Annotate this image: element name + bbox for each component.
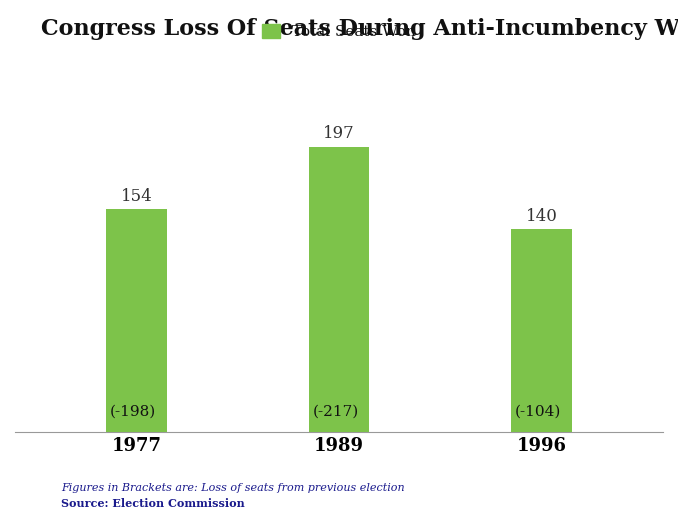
Text: 197: 197 — [323, 125, 355, 143]
Text: Congress Loss Of Seats During Anti-Incumbency Waves: Congress Loss Of Seats During Anti-Incum… — [41, 18, 678, 40]
Bar — [511, 229, 572, 432]
Bar — [106, 209, 167, 432]
Text: (-198): (-198) — [110, 405, 157, 419]
Bar — [308, 147, 370, 432]
Text: 154: 154 — [121, 188, 153, 205]
Text: (-217): (-217) — [313, 405, 359, 419]
Text: 140: 140 — [525, 208, 557, 225]
Text: Source: Election Commission: Source: Election Commission — [61, 498, 245, 509]
Text: (-104): (-104) — [515, 405, 561, 419]
Legend: Total Seats Won: Total Seats Won — [256, 18, 422, 45]
Text: Figures in Brackets are: Loss of seats from previous election: Figures in Brackets are: Loss of seats f… — [61, 483, 405, 493]
